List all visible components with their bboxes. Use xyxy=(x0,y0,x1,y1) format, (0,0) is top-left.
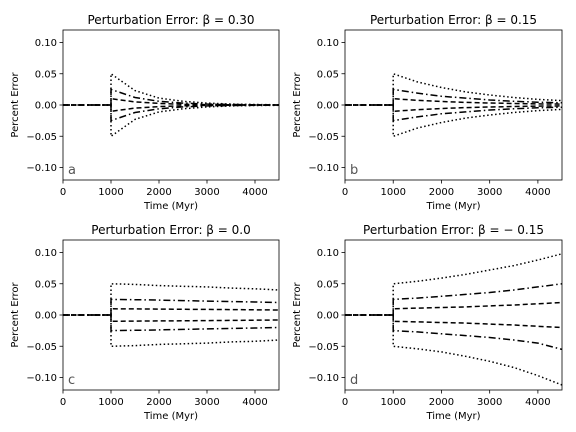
x-tick-label: 3000 xyxy=(477,397,502,408)
y-tick-label: 0.05 xyxy=(317,69,339,80)
chart-panel-b: 0 1000 2000 3000 4000 −0.10 −0.05 0.00 0.05 0.10 P… xyxy=(292,13,563,212)
x-tick-label: 0 xyxy=(342,397,348,408)
y-tick-label: 0.00 xyxy=(317,311,339,322)
x-tick-label: 2000 xyxy=(429,397,454,408)
x-axis-label: Time (Myr) xyxy=(425,411,480,422)
chart-panel-c: 0 1000 2000 3000 4000 −0.10 −0.05 0.00 0.05 0.10 P… xyxy=(10,223,280,422)
x-tick-label: 2000 xyxy=(429,187,454,198)
x-tick-label: 1000 xyxy=(98,397,123,408)
y-tick-label: −0.05 xyxy=(308,132,339,143)
y-tick-label: 0.10 xyxy=(317,38,339,49)
x-tick-label: 4000 xyxy=(242,397,267,408)
x-tick-label: 3000 xyxy=(194,397,219,408)
y-tick-label: −0.05 xyxy=(26,132,57,143)
series-line-6 xyxy=(345,314,563,386)
y-tick-label: 0.05 xyxy=(317,279,339,290)
x-tick-label: 0 xyxy=(60,397,66,408)
series-line-4 xyxy=(63,104,279,113)
chart-title: Perturbation Error: β = 0.15 xyxy=(370,13,537,27)
x-tick-label: 3000 xyxy=(477,187,502,198)
series-line-1 xyxy=(345,253,563,316)
series-line-4 xyxy=(345,104,563,113)
x-axis-label: Time (Myr) xyxy=(143,201,198,212)
panel-label: c xyxy=(68,373,75,388)
y-tick-label: −0.10 xyxy=(308,373,339,384)
series-line-4 xyxy=(63,314,280,323)
y-tick-label: −0.05 xyxy=(26,342,57,353)
y-tick-label: 0.05 xyxy=(35,279,57,290)
x-tick-label: 4000 xyxy=(525,187,550,198)
x-axis-label: Time (Myr) xyxy=(425,201,480,212)
x-tick-label: 0 xyxy=(60,187,66,198)
y-tick-label: 0.05 xyxy=(35,69,57,80)
chart-title: Perturbation Error: β = − 0.15 xyxy=(363,223,544,237)
y-tick-label: −0.05 xyxy=(308,342,339,353)
panel-label: b xyxy=(350,163,358,178)
y-axis-label: Percent Error xyxy=(292,72,303,138)
y-tick-label: −0.10 xyxy=(26,163,57,174)
panel-label: a xyxy=(68,163,76,178)
chart-panel-a: 0 1000 2000 3000 4000 −0.10 −0.05 0.00 0.05 0.10 P… xyxy=(10,13,280,212)
series-line-3 xyxy=(345,97,563,106)
chart-title: Perturbation Error: β = 0.30 xyxy=(87,13,254,27)
y-axis-label: Percent Error xyxy=(10,282,21,348)
x-tick-label: 4000 xyxy=(242,187,267,198)
x-tick-label: 1000 xyxy=(380,187,405,198)
x-tick-label: 2000 xyxy=(146,397,171,408)
panel-label: d xyxy=(350,373,358,388)
y-tick-label: 0.00 xyxy=(317,101,339,112)
x-tick-label: 1000 xyxy=(380,397,405,408)
chart-panel-d: 0 1000 2000 3000 4000 −0.10 −0.05 0.00 0.05 0.10 P… xyxy=(292,223,563,422)
y-tick-label: −0.10 xyxy=(26,373,57,384)
x-axis-label: Time (Myr) xyxy=(143,411,198,422)
x-tick-label: 4000 xyxy=(525,397,550,408)
y-tick-label: 0.00 xyxy=(35,101,57,112)
y-axis-label: Percent Error xyxy=(10,72,21,138)
y-tick-label: −0.10 xyxy=(308,163,339,174)
x-tick-label: 3000 xyxy=(194,187,219,198)
y-tick-label: 0.00 xyxy=(35,311,57,322)
y-tick-label: 0.10 xyxy=(35,38,57,49)
series-line-3 xyxy=(63,308,280,316)
y-tick-label: 0.10 xyxy=(317,248,339,259)
x-tick-label: 0 xyxy=(342,187,348,198)
y-tick-label: 0.10 xyxy=(35,248,57,259)
chart-title: Perturbation Error: β = 0.0 xyxy=(91,223,250,237)
y-axis-label: Percent Error xyxy=(292,282,303,348)
x-tick-label: 1000 xyxy=(98,187,123,198)
series-line-4 xyxy=(345,314,563,329)
x-tick-label: 2000 xyxy=(146,187,171,198)
series-line-3 xyxy=(345,301,563,316)
